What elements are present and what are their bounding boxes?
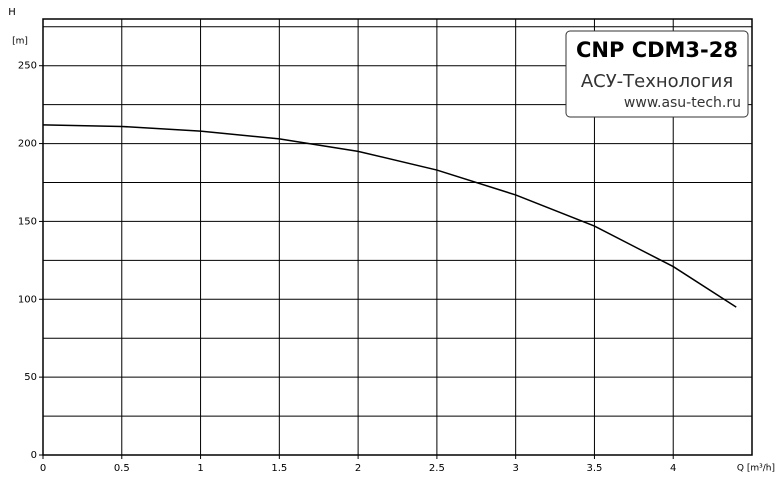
y-tick-label: 0 bbox=[31, 450, 37, 461]
y-tick-label: 150 bbox=[18, 216, 37, 227]
brand-company: АСУ-Технология bbox=[581, 71, 733, 92]
x-tick-label: 3.5 bbox=[586, 463, 602, 474]
brand-title: CNP CDM3-28 bbox=[576, 38, 738, 62]
plot-frame bbox=[42, 18, 753, 456]
x-tick-label: 3 bbox=[512, 463, 518, 474]
y-tick-label: 100 bbox=[18, 294, 37, 305]
y-tick-label: 50 bbox=[24, 372, 37, 383]
brand-url: www.asu-tech.ru bbox=[624, 95, 741, 111]
y-tick-label: 200 bbox=[18, 139, 37, 150]
x-tick-label: 0.5 bbox=[114, 463, 130, 474]
x-tick-label: 2 bbox=[355, 463, 361, 474]
x-tick-label: 0 bbox=[40, 463, 46, 474]
x-tick-label: 1 bbox=[197, 463, 203, 474]
x-tick-label: 4 bbox=[670, 463, 676, 474]
x-axis-label: Q [m³/h] bbox=[737, 464, 775, 474]
x-tick-label: 2.5 bbox=[429, 463, 445, 474]
brand-box: CNP CDM3-28 АСУ-Технология www.asu-tech.… bbox=[565, 30, 749, 118]
x-tick-label: 1.5 bbox=[271, 463, 287, 474]
y-axis-label: H bbox=[8, 7, 16, 18]
brand-box-frame bbox=[565, 30, 749, 118]
y-tick-label: 250 bbox=[18, 61, 37, 72]
pump-curve bbox=[42, 124, 737, 308]
y-axis-unit: [m] bbox=[12, 37, 28, 47]
